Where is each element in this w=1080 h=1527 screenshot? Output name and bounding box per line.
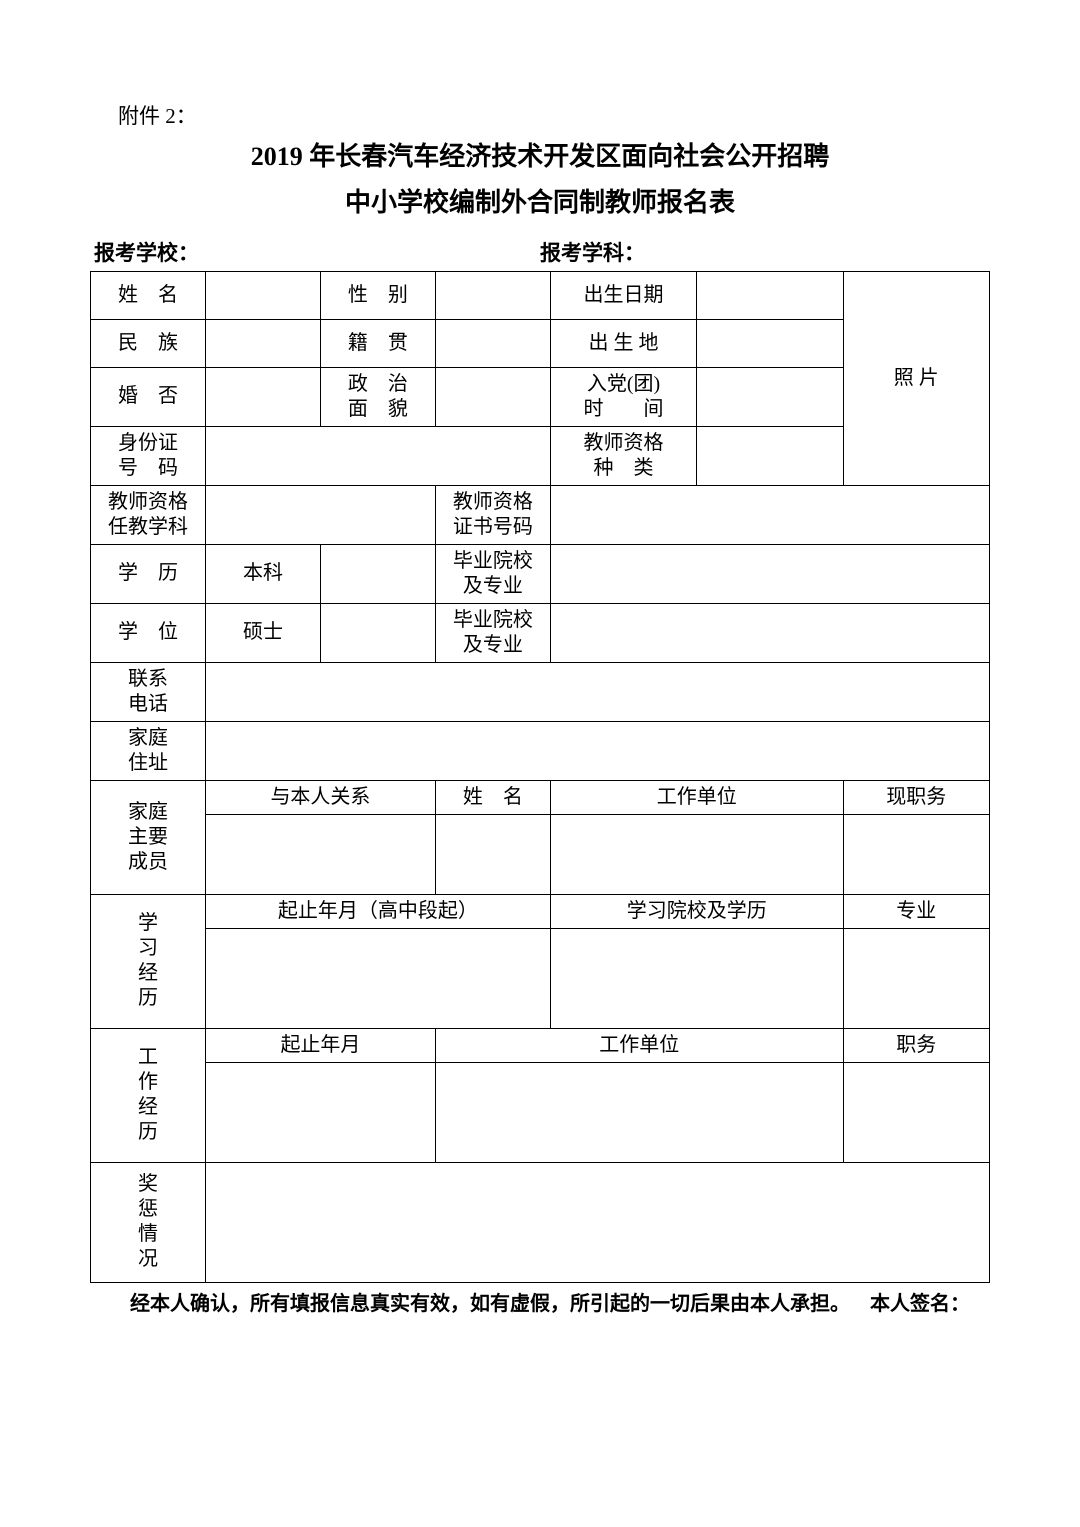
value-edu-bachelor-2 xyxy=(320,544,435,603)
label-grad-school-1: 毕业院校 及专业 xyxy=(435,544,550,603)
label-address: 家庭 住址 xyxy=(91,721,206,780)
photo-cell: 照 片 xyxy=(843,271,989,485)
label-work: 工 作 经 历 xyxy=(91,1028,206,1162)
work-body-position xyxy=(843,1062,989,1162)
footer-declaration: 经本人确认，所有填报信息真实有效，如有虚假，所引起的一切后果由本人承担。 本人签… xyxy=(90,1289,990,1319)
family-header-position: 现职务 xyxy=(843,780,989,814)
family-header-unit: 工作单位 xyxy=(550,780,843,814)
value-ethnic xyxy=(205,319,320,367)
label-edu-bachelor: 学 历 xyxy=(91,544,206,603)
label-birth: 出生日期 xyxy=(550,271,696,319)
attachment-label: 附件 2： xyxy=(118,100,990,130)
value-name xyxy=(205,271,320,319)
value-origin xyxy=(435,319,550,367)
work-header-position: 职务 xyxy=(843,1028,989,1062)
label-study: 学 习 经 历 xyxy=(91,894,206,1028)
value-marital xyxy=(205,367,320,426)
value-cert-no xyxy=(550,485,989,544)
label-phone: 联系 电话 xyxy=(91,662,206,721)
value-grad-school-2 xyxy=(550,603,989,662)
family-body-unit xyxy=(550,814,843,894)
label-cert-type: 教师资格 种 类 xyxy=(550,426,696,485)
family-body-name xyxy=(435,814,550,894)
label-grad-school-2: 毕业院校 及专业 xyxy=(435,603,550,662)
study-body-school xyxy=(550,928,843,1028)
label-cert-no: 教师资格 证书号码 xyxy=(435,485,550,544)
label-party-time: 入党(团) 时 间 xyxy=(550,367,696,426)
work-header-unit: 工作单位 xyxy=(435,1028,843,1062)
label-award: 奖 惩 情 况 xyxy=(91,1162,206,1282)
label-political: 政 治 面 貌 xyxy=(320,367,435,426)
apply-school-label: 报考学校： xyxy=(94,237,540,267)
value-edu-degree-2 xyxy=(320,603,435,662)
study-header-major: 专业 xyxy=(843,894,989,928)
work-header-period: 起止年月 xyxy=(205,1028,435,1062)
family-header-relation: 与本人关系 xyxy=(205,780,435,814)
label-ethnic: 民 族 xyxy=(91,319,206,367)
value-edu-degree: 硕士 xyxy=(205,603,320,662)
family-body-relation xyxy=(205,814,435,894)
value-grad-school-1 xyxy=(550,544,989,603)
value-birthplace xyxy=(697,319,843,367)
study-body-period xyxy=(205,928,550,1028)
family-header-name: 姓 名 xyxy=(435,780,550,814)
label-edu-degree: 学 位 xyxy=(91,603,206,662)
application-form-table: 姓 名 性 别 出生日期 照 片 民 族 籍 贯 出 生 地 婚 否 政 治 面… xyxy=(90,271,990,1283)
label-marital: 婚 否 xyxy=(91,367,206,426)
value-gender xyxy=(435,271,550,319)
title-line-1: 2019 年长春汽车经济技术开发区面向社会公开招聘 xyxy=(90,136,990,178)
label-birthplace: 出 生 地 xyxy=(550,319,696,367)
label-family: 家庭 主要 成员 xyxy=(91,780,206,894)
study-body-major xyxy=(843,928,989,1028)
study-header-period: 起止年月（高中段起） xyxy=(205,894,550,928)
label-idcard: 身份证 号 码 xyxy=(91,426,206,485)
document-page: 附件 2： 2019 年长春汽车经济技术开发区面向社会公开招聘 中小学校编制外合… xyxy=(0,0,1080,1527)
title-line-2: 中小学校编制外合同制教师报名表 xyxy=(90,182,990,219)
value-address xyxy=(205,721,989,780)
value-idcard xyxy=(205,426,550,485)
study-header-school: 学习院校及学历 xyxy=(550,894,843,928)
label-gender: 性 别 xyxy=(320,271,435,319)
meta-row: 报考学校： 报考学科： xyxy=(90,237,990,267)
value-cert-subject xyxy=(205,485,435,544)
value-party-time xyxy=(697,367,843,426)
value-political xyxy=(435,367,550,426)
family-body-position xyxy=(843,814,989,894)
value-cert-type xyxy=(697,426,843,485)
label-origin: 籍 贯 xyxy=(320,319,435,367)
apply-subject-label: 报考学科： xyxy=(540,237,986,267)
value-edu-bachelor: 本科 xyxy=(205,544,320,603)
label-name: 姓 名 xyxy=(91,271,206,319)
value-award xyxy=(205,1162,989,1282)
value-phone xyxy=(205,662,989,721)
work-body-unit xyxy=(435,1062,843,1162)
label-cert-subject: 教师资格 任教学科 xyxy=(91,485,206,544)
work-body-period xyxy=(205,1062,435,1162)
value-birth xyxy=(697,271,843,319)
